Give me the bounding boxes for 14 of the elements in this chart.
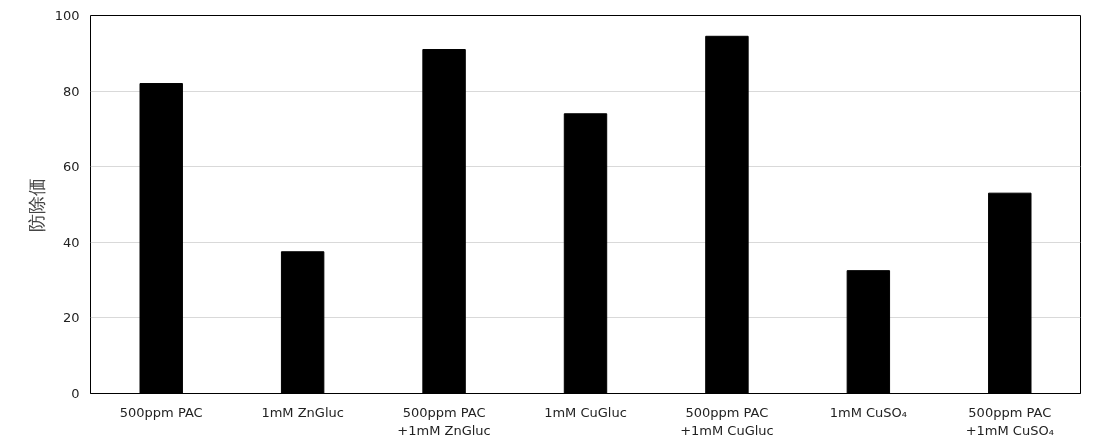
y-tick-label: 0 xyxy=(71,386,80,401)
y-tick-label: 80 xyxy=(62,83,80,99)
x-tick-label: 1mM CuSO₄ xyxy=(829,404,908,420)
y-tick-label: 40 xyxy=(62,234,80,250)
x-tick-label: 500ppm PAC +1mM CuSO₄ xyxy=(965,404,1054,438)
x-tick-label: 500ppm PAC +1mM ZnGluc xyxy=(397,404,491,438)
y-axis-title: 防除価 xyxy=(25,177,47,232)
y-tick-label: 100 xyxy=(54,8,80,23)
y-tick-label: 20 xyxy=(62,310,80,326)
x-tick-label: 500ppm PAC +1mM CuGluc xyxy=(680,404,774,438)
x-tick-label: 1mM ZnGluc xyxy=(261,404,344,420)
x-tick-label: 500ppm PAC xyxy=(119,404,203,420)
x-tick-label: 1mM CuGluc xyxy=(544,404,627,420)
y-tick-label: 60 xyxy=(62,159,80,175)
